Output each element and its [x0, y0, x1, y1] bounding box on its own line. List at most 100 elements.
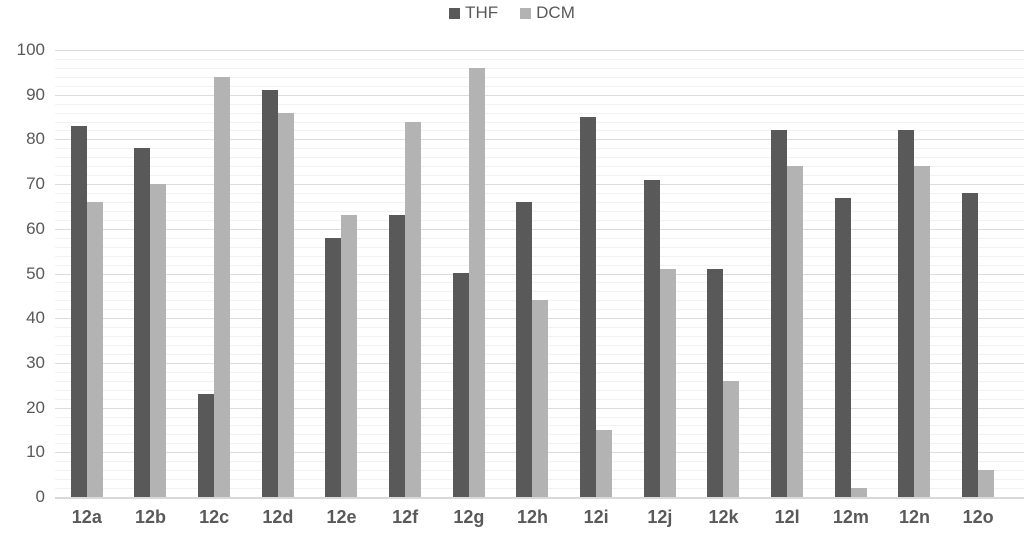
dcm-bar-12k	[723, 381, 740, 497]
thf-bar-12o	[962, 193, 979, 497]
x-axis-label-12o: 12o	[962, 507, 994, 527]
x-axis-label-12k: 12k	[708, 507, 739, 527]
minor-gridline	[55, 211, 1024, 212]
minor-gridline	[55, 220, 1024, 221]
thf-bar-12d	[261, 90, 278, 497]
thf-bar-12e	[325, 238, 342, 497]
dcm-bar-12f	[405, 122, 422, 497]
minor-gridline	[55, 247, 1024, 248]
y-axis-tick-label: 10	[26, 442, 45, 461]
minor-gridline	[55, 256, 1024, 257]
thf-swatch-icon	[449, 7, 461, 19]
thf-bar-12h	[516, 202, 533, 497]
minor-gridline	[55, 148, 1024, 149]
y-axis-tick-label: 100	[16, 40, 45, 59]
thf-bar-12k	[707, 269, 724, 497]
minor-gridline	[55, 86, 1024, 87]
y-axis-tick-label: 90	[26, 85, 45, 104]
minor-gridline	[55, 59, 1024, 60]
bar-group-12o	[946, 50, 1010, 497]
minor-gridline	[55, 175, 1024, 176]
x-axis-label-12d: 12d	[262, 507, 294, 527]
thf-bar-12j	[643, 180, 660, 497]
thf-bar-12f	[389, 215, 406, 497]
thf-bar-12m	[834, 198, 851, 497]
legend-item-thf: THF	[449, 3, 498, 23]
x-axis-label-12c: 12c	[199, 507, 230, 527]
bar-group-12l	[755, 50, 819, 497]
x-axis-label-12e: 12e	[326, 507, 357, 527]
minor-gridline	[55, 77, 1024, 78]
y-axis-tick-label: 30	[26, 353, 45, 372]
y-axis-tick-label: 50	[26, 264, 45, 283]
x-axis-label-12f: 12f	[392, 507, 419, 527]
bar-group-12c	[182, 50, 246, 497]
x-axis-label-12m: 12m	[832, 507, 869, 527]
bar-group-12k	[692, 50, 756, 497]
dcm-bar-12m	[850, 488, 867, 497]
minor-gridline	[55, 238, 1024, 239]
minor-gridline	[55, 130, 1024, 131]
bar-group-12h	[501, 50, 565, 497]
dcm-swatch-icon	[520, 7, 532, 19]
minor-gridline	[55, 113, 1024, 114]
dcm-bar-12n	[914, 166, 931, 497]
minor-gridline	[55, 202, 1024, 203]
minor-gridline	[55, 291, 1024, 292]
minor-gridline	[55, 193, 1024, 194]
bar-group-12g	[437, 50, 501, 497]
legend-item-dcm: DCM	[520, 3, 575, 23]
bar-group-12b	[119, 50, 183, 497]
bar-group-12d	[246, 50, 310, 497]
bar-group-12n	[883, 50, 947, 497]
minor-gridline	[55, 68, 1024, 69]
x-axis-label-12j: 12j	[647, 507, 673, 527]
minor-gridline	[55, 122, 1024, 123]
major-gridline	[55, 50, 1024, 51]
legend-label-thf: THF	[465, 3, 499, 22]
y-axis-tick-label: 60	[26, 219, 45, 238]
x-axis-label-12b: 12b	[134, 507, 166, 527]
minor-gridline	[55, 166, 1024, 167]
thf-bar-12g	[452, 273, 469, 497]
dcm-bar-12c	[214, 77, 231, 497]
major-gridline	[55, 229, 1024, 230]
y-axis-tick-label: 0	[35, 487, 45, 506]
major-gridline	[55, 139, 1024, 140]
major-gridline	[55, 95, 1024, 96]
thf-bar-12i	[580, 117, 597, 497]
dcm-bar-12b	[150, 184, 167, 497]
chart-legend: THF DCM	[0, 3, 1024, 23]
thf-bar-12n	[898, 130, 915, 497]
x-axis-label-12n: 12n	[898, 507, 930, 527]
dcm-bar-12d	[277, 113, 294, 497]
minor-gridline	[55, 104, 1024, 105]
thf-bar-12b	[134, 148, 151, 497]
major-gridline	[55, 184, 1024, 185]
thf-bar-12l	[771, 130, 788, 497]
y-axis-tick-label: 70	[26, 174, 45, 193]
dcm-bar-12i	[596, 430, 613, 497]
dcm-bar-12g	[468, 68, 485, 497]
major-gridline	[55, 274, 1024, 275]
x-axis-line	[55, 497, 1024, 499]
minor-gridline	[55, 157, 1024, 158]
thf-bar-12c	[198, 394, 215, 497]
dcm-bar-12l	[787, 166, 804, 497]
bar-group-12a	[55, 50, 119, 497]
bar-group-12j	[628, 50, 692, 497]
bar-group-12f	[373, 50, 437, 497]
dcm-bar-12e	[341, 215, 358, 497]
x-axis-label-12l: 12l	[774, 507, 800, 527]
thf-bar-12a	[70, 126, 87, 497]
dcm-bar-12a	[86, 202, 103, 497]
y-axis-tick-label: 80	[26, 129, 45, 148]
dcm-bar-12o	[978, 470, 995, 497]
y-axis-tick-label: 40	[26, 308, 45, 327]
bar-group-12m	[819, 50, 883, 497]
bar-group-12e	[310, 50, 374, 497]
minor-gridline	[55, 265, 1024, 266]
y-axis-tick-label: 20	[26, 398, 45, 417]
x-axis-label-12a: 12a	[71, 507, 102, 527]
